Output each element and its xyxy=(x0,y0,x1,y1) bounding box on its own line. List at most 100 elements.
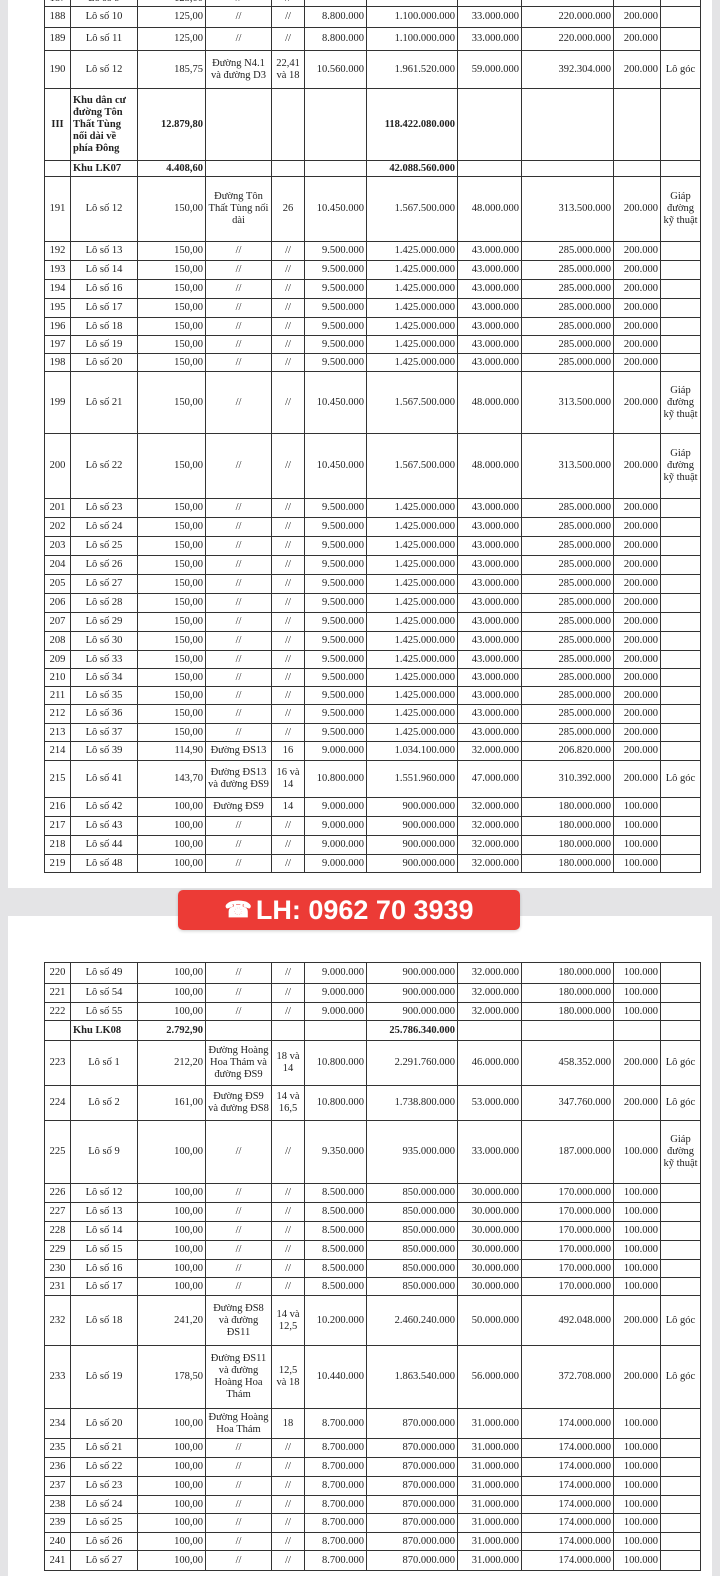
cell-road: // xyxy=(205,983,272,1003)
cell-unit-price: 9.500.000 xyxy=(304,335,367,354)
cell-total-price: 870.000.000 xyxy=(366,1408,458,1439)
cell-total-price: 1.863.540.000 xyxy=(366,1345,458,1409)
cell-road: // xyxy=(205,317,272,336)
cell-unit-price: 9.000.000 xyxy=(304,983,367,1003)
cell-lot: Lô số 20 xyxy=(70,353,138,372)
cell-lot: Lô số 15 xyxy=(70,1240,138,1260)
cell-area: 143,70 xyxy=(137,760,206,798)
cell-deposit: 47.000.000 xyxy=(457,760,522,798)
cell-note: Giáp đường kỹ thuật xyxy=(660,1120,701,1184)
cell-note xyxy=(660,962,701,984)
cell-stt: 221 xyxy=(44,983,71,1003)
cell-road: // xyxy=(205,1438,272,1458)
cell-area: 100,00 xyxy=(137,816,206,836)
cell-unit-price: 10.560.000 xyxy=(304,50,367,89)
cell-total-price: 900.000.000 xyxy=(366,962,458,984)
cell-deposit: 43.000.000 xyxy=(457,555,522,575)
cell-deposit: 31.000.000 xyxy=(457,1495,522,1514)
cell-unit-price: 9.500.000 xyxy=(304,650,367,669)
cell-road-width: 18 và 14 xyxy=(271,1040,305,1086)
cell-area: 150,00 xyxy=(137,668,206,687)
cell-deposit: 43.000.000 xyxy=(457,260,522,280)
cell-deposit: 30.000.000 xyxy=(457,1240,522,1260)
cell-area: 150,00 xyxy=(137,555,206,575)
cell-total-price: 1.425.000.000 xyxy=(366,241,458,261)
cell-road-width: // xyxy=(271,433,305,499)
cell-other-fee: 200.000 xyxy=(613,593,661,613)
cell-note xyxy=(660,241,701,261)
cell-other-fee: 200.000 xyxy=(613,433,661,499)
cell-stt: 198 xyxy=(44,353,71,372)
cell-total-price: 1.425.000.000 xyxy=(366,260,458,280)
cell-stt: 233 xyxy=(44,1345,71,1409)
contact-banner[interactable]: ☎ LH: 0962 70 3939 xyxy=(178,890,520,930)
table-row: 211 Lô số 35 150,00////9.500.000 1.425.000.… xyxy=(44,686,701,705)
cell-road-width: 14 và 12,5 xyxy=(271,1295,305,1346)
cell-area: 100,00 xyxy=(137,1476,206,1496)
cell-other-fee: 100.000 xyxy=(613,1476,661,1496)
cell-road: Đường ĐS13 và đường ĐS9 xyxy=(205,760,272,798)
cell-road: // xyxy=(205,668,272,687)
cell-fee: 285.000.000 xyxy=(521,593,614,613)
cell-road: // xyxy=(205,353,272,372)
table-row: 217 Lô số 43 100,00////9.000.000 900.000.00… xyxy=(44,816,701,836)
cell-stt: 214 xyxy=(44,741,71,761)
cell-total-price: 42.088.560.000 xyxy=(366,160,458,177)
cell-unit-price: 9.000.000 xyxy=(304,1002,367,1021)
cell-road-width: // xyxy=(271,498,305,518)
cell-total-price: 900.000.000 xyxy=(366,1002,458,1021)
cell-unit-price: 9.500.000 xyxy=(304,298,367,318)
cell-total-price: 850.000.000 xyxy=(366,1183,458,1203)
cell-road-width: 18 xyxy=(271,1408,305,1439)
table-row: 188 Lô số 10 125,00////8.800.000 1.100.000.… xyxy=(44,6,701,28)
cell-note xyxy=(660,704,701,724)
contact-phone-text: LH: 0962 70 3939 xyxy=(255,894,474,925)
cell-other-fee: 200.000 xyxy=(613,50,661,89)
cell-lot: Lô số 29 xyxy=(70,612,138,632)
cell-deposit: 32.000.000 xyxy=(457,741,522,761)
cell-road: // xyxy=(205,1221,272,1241)
cell-other-fee: 200.000 xyxy=(613,335,661,354)
cell-lot: Lô số 36 xyxy=(70,704,138,724)
cell-lot: Lô số 25 xyxy=(70,1513,138,1533)
cell-fee: 458.352.000 xyxy=(521,1040,614,1086)
cell-fee: 174.000.000 xyxy=(521,1495,614,1514)
table-row: 222 Lô số 55 100,00////9.000.000 900.000.00… xyxy=(44,1002,701,1021)
cell-deposit: 43.000.000 xyxy=(457,704,522,724)
cell-stt: 217 xyxy=(44,816,71,836)
table-row: 210 Lô số 34 150,00////9.500.000 1.425.000.… xyxy=(44,668,701,687)
cell-fee: 170.000.000 xyxy=(521,1259,614,1278)
cell-deposit: 32.000.000 xyxy=(457,1002,522,1021)
cell-other-fee: 200.000 xyxy=(613,353,661,372)
cell-other-fee: 100.000 xyxy=(613,1002,661,1021)
cell-road-width: // xyxy=(271,612,305,632)
cell-deposit: 31.000.000 xyxy=(457,1438,522,1458)
cell-road: // xyxy=(205,1183,272,1203)
cell-fee: 285.000.000 xyxy=(521,260,614,280)
cell-fee: 285.000.000 xyxy=(521,723,614,742)
cell-fee: 285.000.000 xyxy=(521,498,614,518)
cell-fee: 180.000.000 xyxy=(521,835,614,855)
cell-area: 125,00 xyxy=(137,27,206,51)
cell-stt: 225 xyxy=(44,1120,71,1184)
cell-unit-price: 8.500.000 xyxy=(304,1259,367,1278)
cell-note xyxy=(660,1183,701,1203)
cell-lot: Lô số 14 xyxy=(70,1221,138,1241)
cell-total-price: 870.000.000 xyxy=(366,1476,458,1496)
cell-road: // xyxy=(205,1476,272,1496)
cell-note xyxy=(660,1002,701,1021)
cell-total-price: 1.738.800.000 xyxy=(366,1085,458,1121)
cell-note: Lô góc xyxy=(660,50,701,89)
cell-road: // xyxy=(205,723,272,742)
cell-unit-price: 8.500.000 xyxy=(304,1277,367,1296)
cell-lot: Lô số 17 xyxy=(70,298,138,318)
cell-other-fee: 200.000 xyxy=(613,6,661,28)
cell-stt: 238 xyxy=(44,1495,71,1514)
cell-road-width: // xyxy=(271,1550,305,1571)
cell-note xyxy=(660,353,701,372)
cell-road: Đường Hoàng Hoa Thám xyxy=(205,1408,272,1439)
cell-total-price: 2.460.240.000 xyxy=(366,1295,458,1346)
cell-other-fee: 200.000 xyxy=(613,686,661,705)
cell-stt: 193 xyxy=(44,260,71,280)
